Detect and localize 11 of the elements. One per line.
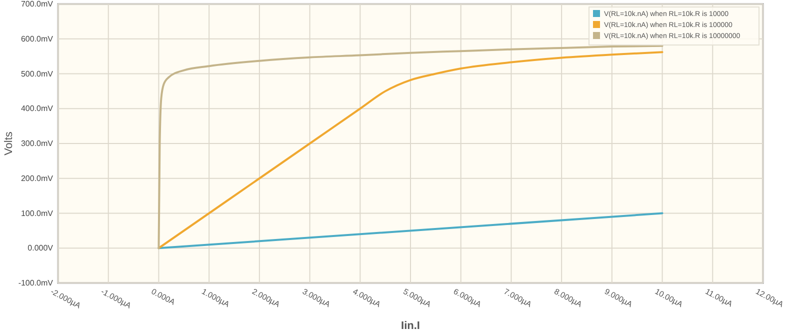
y-tick-label: 400.0mV	[20, 104, 54, 114]
y-tick-label: 100.0mV	[20, 208, 54, 218]
y-tick-label: 200.0mV	[20, 174, 54, 183]
x-axis-title: Iin.I	[401, 320, 420, 332]
y-tick-label: -100.0mV	[18, 278, 54, 288]
y-tick-label: 300.0mV	[20, 139, 54, 148]
y-tick-label: 500.0mV	[20, 69, 54, 78]
y-tick-label: 600.0mV	[20, 34, 54, 44]
y-axis-title: Volts	[3, 131, 15, 156]
y-tick-label: 700.0mV	[20, 0, 54, 9]
y-tick-label: 0.000V	[28, 244, 54, 253]
